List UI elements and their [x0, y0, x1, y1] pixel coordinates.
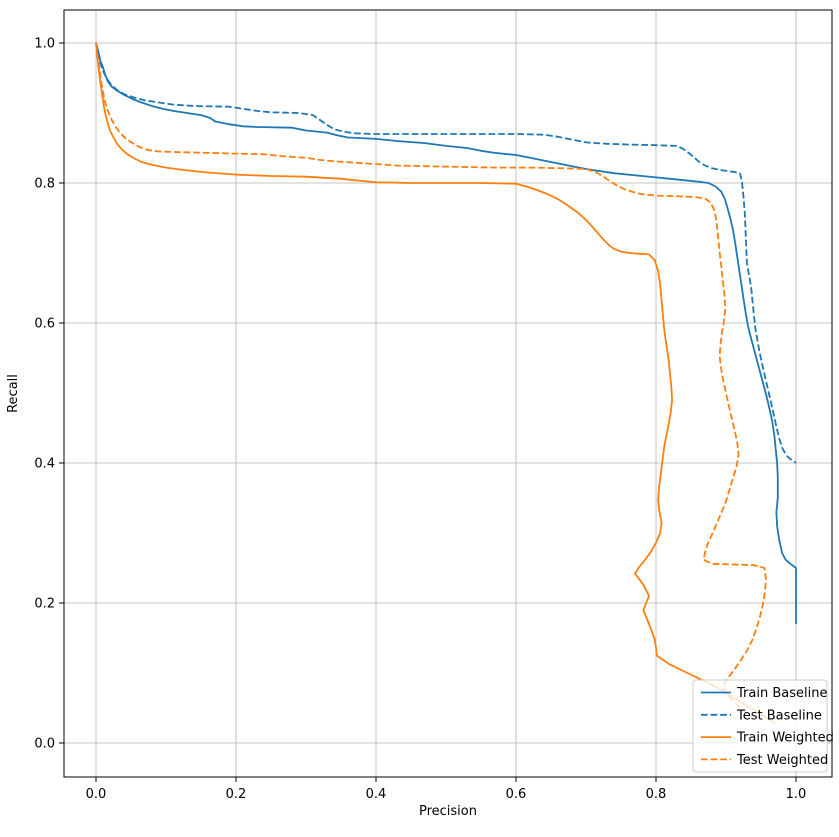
x-tick-label: 1.0 [786, 787, 807, 802]
x-tick-label: 0.4 [366, 787, 387, 802]
legend-item: Test Weighted [701, 753, 828, 768]
x-tick-label: 0.0 [86, 787, 107, 802]
x-axis-label: Precision [419, 804, 477, 819]
legend-label: Test Baseline [736, 708, 822, 723]
series-lines [95, 42, 797, 725]
y-tick-label: 0.2 [34, 597, 55, 612]
y-tick-label: 1.0 [34, 37, 55, 52]
legend-label: Test Weighted [736, 753, 828, 768]
x-tick-label: 0.2 [226, 787, 247, 802]
y-tick-label: 0.0 [34, 737, 55, 752]
legend-item: Train Baseline [701, 686, 827, 701]
axes: 0.0 0.2 0.4 0.6 0.8 1.0 0.0 0.2 0.4 0.6 0.8 1.0 Prec… [6, 37, 806, 820]
legend: Train Baseline Test Baseline Train Weighte… [692, 679, 834, 773]
y-tick-label: 0.6 [34, 317, 55, 332]
legend-item: Train Weighted [701, 731, 834, 746]
y-tick-label: 0.8 [34, 177, 55, 192]
legend-box [692, 679, 828, 773]
x-tick-label: 0.8 [646, 787, 667, 802]
x-tick-label: 0.6 [506, 787, 527, 802]
series-line-train-baseline [95, 42, 797, 624]
legend-item: Test Baseline [701, 708, 822, 723]
series-line-test-weighted [95, 42, 767, 719]
y-axis-label: Recall [6, 374, 21, 413]
series-line-test-baseline [95, 42, 797, 464]
series-line-train-weighted [95, 42, 776, 725]
legend-label: Train Weighted [736, 731, 834, 746]
legend-label: Train Baseline [736, 686, 827, 701]
y-tick-label: 0.4 [34, 457, 55, 472]
plot-frame [63, 9, 833, 778]
